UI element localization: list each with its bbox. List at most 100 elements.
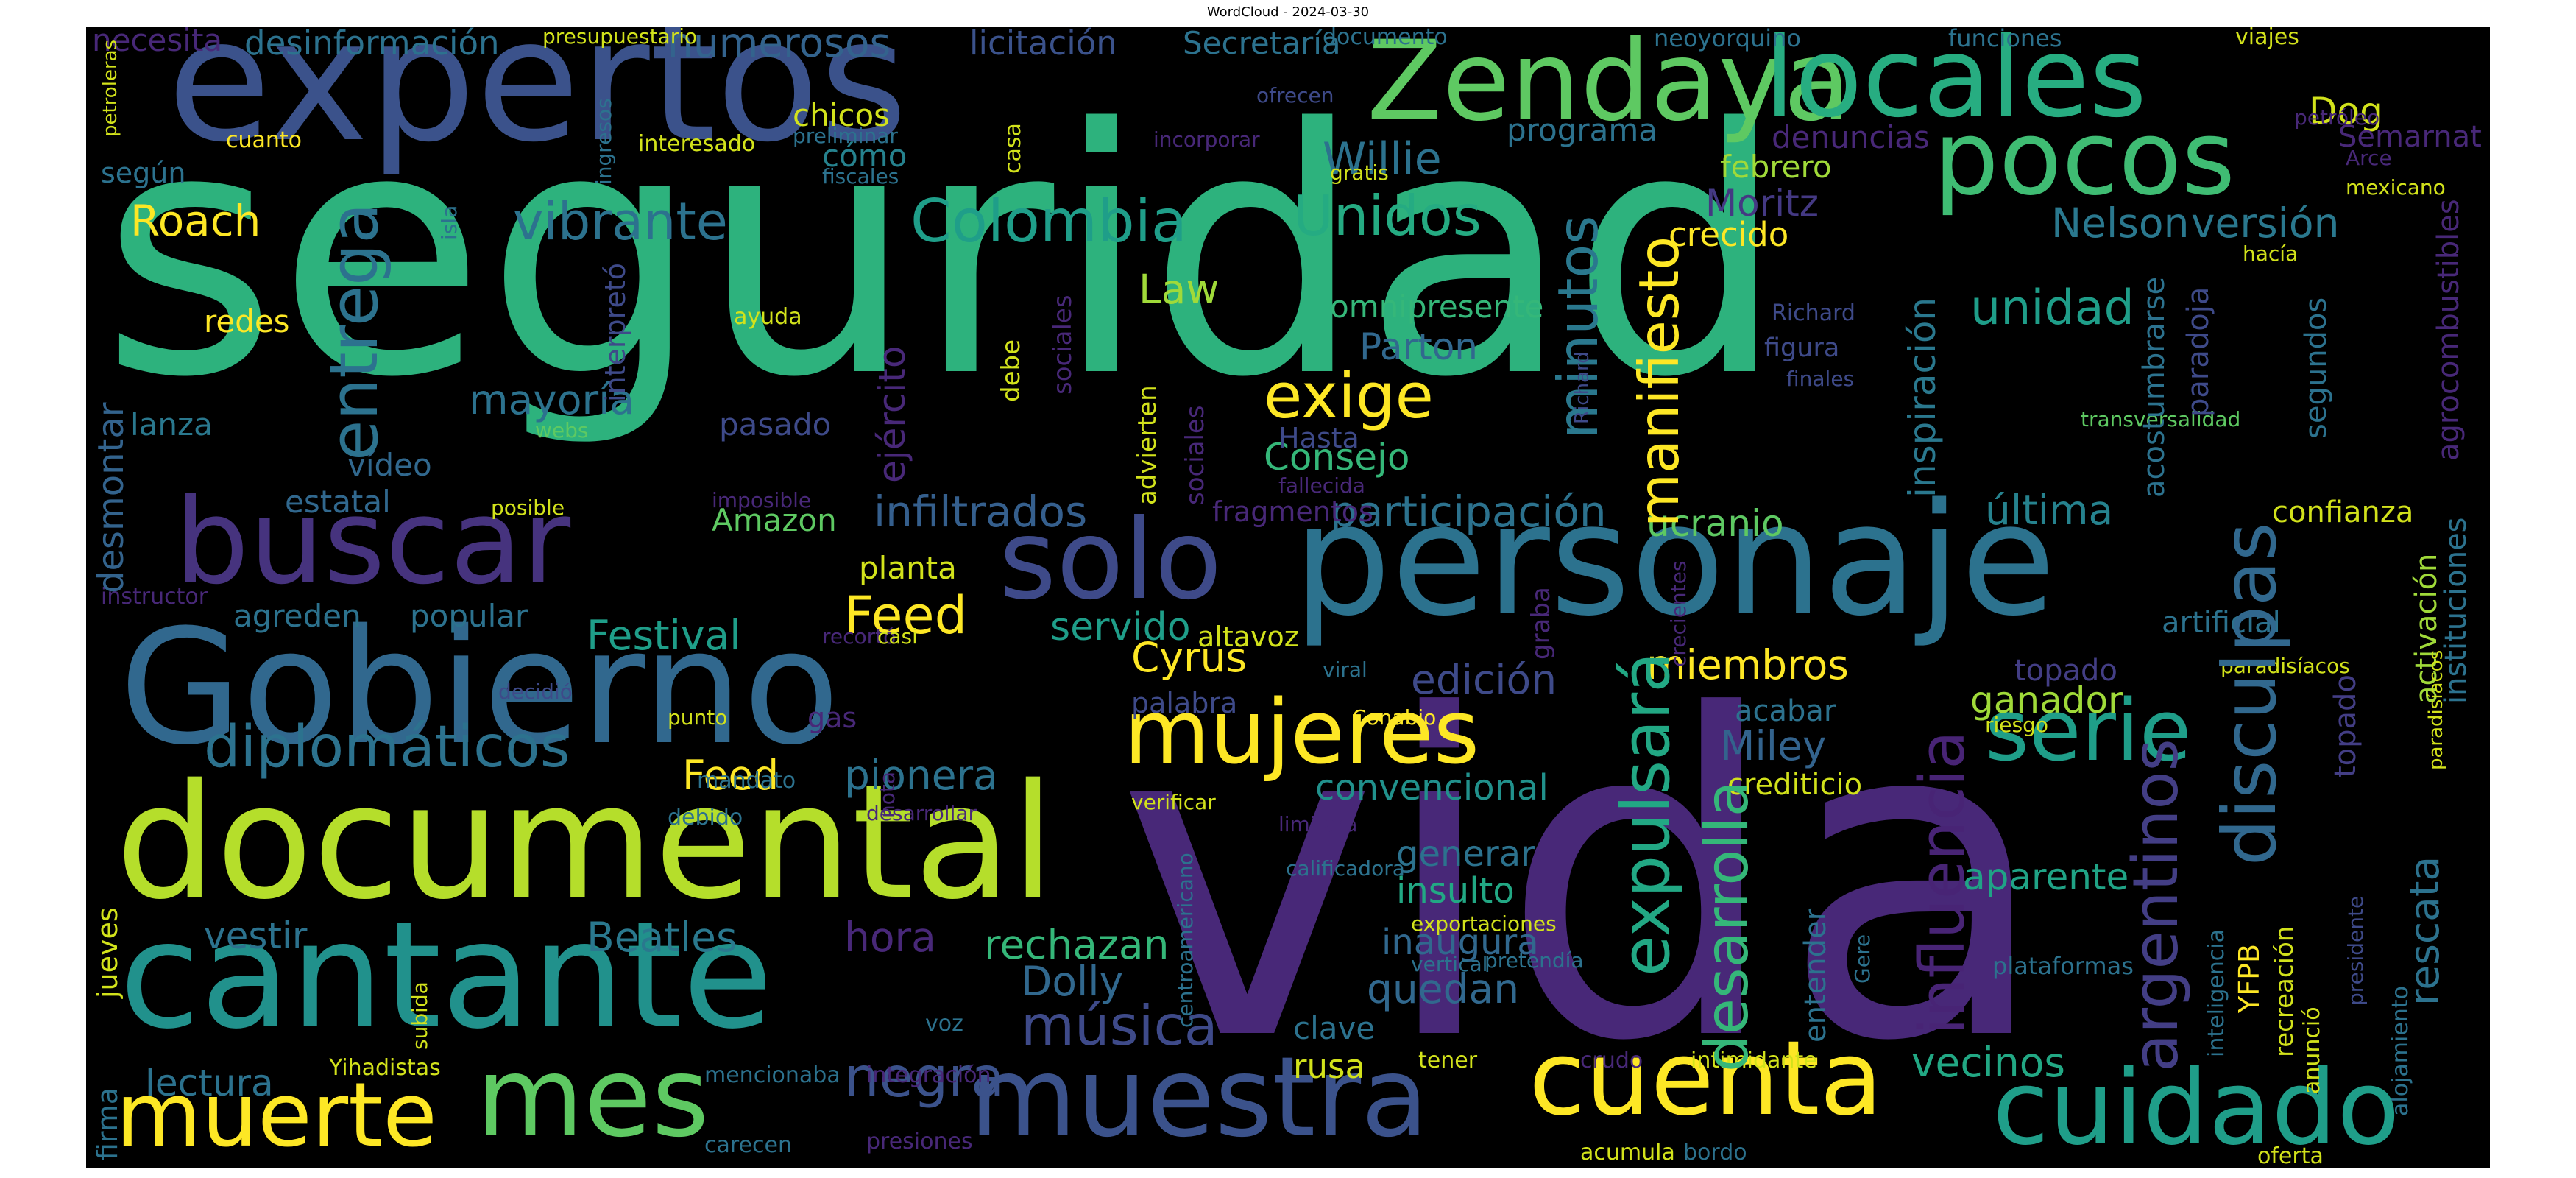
- word-mayoria: mayoría: [469, 376, 635, 423]
- word-muerte: muerte: [116, 1065, 437, 1167]
- word-centroamericano: subida: [408, 981, 432, 1050]
- word-generar: generar: [1396, 833, 1535, 875]
- word-recorto: imposible: [712, 488, 812, 512]
- word-interpreto: gratis: [1330, 161, 1389, 185]
- word-entrega: entrega: [316, 202, 393, 461]
- word-crediticio: exportaciones: [1411, 911, 1557, 936]
- word-seguridad: seguridad: [101, 57, 1786, 451]
- word-parton: Parton: [1359, 325, 1478, 368]
- word-vida: vida: [1117, 623, 2052, 1138]
- word-posible: interpretó: [599, 263, 631, 402]
- word-ultima: última: [1985, 487, 2114, 534]
- word-intimidante: mencionaba: [704, 1062, 841, 1088]
- word-planta: planta: [859, 550, 957, 586]
- word-confianza: confianza: [2272, 495, 2414, 529]
- word-yihadistas: Gere: [1850, 934, 1875, 984]
- word-marines: oferta: [2257, 1143, 2324, 1168]
- word-instructor: posible: [491, 495, 565, 520]
- word-decidio: Richard: [1772, 300, 1855, 326]
- word-numerosos: numerosos: [668, 27, 891, 66]
- word-recreacion: YFPB: [2233, 943, 2265, 1013]
- word-willie: Willie: [1323, 133, 1442, 185]
- word-secretaria: neoyorquino: [1654, 27, 1801, 52]
- word-plataformas: paradisíacos: [2425, 649, 2447, 770]
- word-cuidado: cuidado: [1992, 1048, 2400, 1168]
- word-cautela: presiones: [866, 1129, 973, 1154]
- word-feed: Feed: [844, 585, 968, 646]
- word-artificial: topado: [2014, 654, 2117, 688]
- word-ejercito: ejército: [871, 345, 913, 483]
- word-infiltrados: infiltrados: [874, 487, 1088, 537]
- word-debe: recortó: [822, 624, 896, 649]
- word-exportaciones: desarrollar: [866, 801, 977, 825]
- word-anuncio: inteligencia: [2204, 929, 2229, 1057]
- word-servido: servido: [1050, 605, 1191, 649]
- word-crecido: crecido: [1669, 215, 1789, 254]
- word-gratis: ofrecen: [1256, 83, 1334, 107]
- word-funciones: hacía: [2243, 241, 2299, 266]
- word-unidad: unidad: [1970, 281, 2134, 336]
- word-amazon: Amazon: [712, 502, 837, 538]
- word-viral: fragmentos: [1212, 495, 1373, 528]
- word-gobierno: Gobierno: [119, 595, 841, 780]
- word-cyrus: Cyrus: [1131, 634, 1248, 681]
- word-riesgo: paradisíacos: [2221, 654, 2350, 678]
- word-disculpas: disculpas: [2207, 522, 2293, 866]
- word-estatal: estatal: [285, 484, 391, 520]
- word-incorporar: casa: [1000, 123, 1026, 174]
- word-mes: mes: [476, 1034, 710, 1162]
- word-viajes: mexicano: [2346, 175, 2446, 200]
- word-pocos: pocos: [1933, 99, 2236, 219]
- word-festival: Festival: [587, 612, 741, 659]
- word-unidos: Unidos: [1293, 183, 1482, 248]
- word-serie: serie: [1985, 682, 2192, 780]
- word-alojamiento: presidente: [2343, 895, 2368, 1006]
- word-hacia: Arce: [2346, 146, 2392, 170]
- word-pasado: pasado: [719, 406, 832, 442]
- word-necesita: Secretaría: [1183, 27, 1341, 61]
- word-ingresos: cuanto: [226, 127, 302, 153]
- word-petroleo: acabar: [1735, 694, 1836, 728]
- word-presiones: tener: [1418, 1048, 1478, 1073]
- word-dolly: Dolly: [1021, 958, 1124, 1005]
- word-paradoja: paradoja: [2182, 286, 2215, 417]
- word-video: vídeo: [347, 447, 432, 483]
- word-mandato: transversalidad: [2081, 407, 2241, 431]
- word-mujeres: mujeres: [1124, 682, 1480, 784]
- word-desmontar: desmontar: [91, 402, 132, 593]
- word-licitacion: licitación: [969, 27, 1117, 63]
- word-febrero: febrero: [1720, 149, 1832, 185]
- word-aparente: aparente: [1963, 856, 2129, 898]
- word-mexicano: petróleo: [2294, 105, 2380, 130]
- word-inaugura: inaugura: [1381, 922, 1539, 963]
- word-diplomaticos: diplomáticos: [204, 714, 570, 780]
- word-hora: hora: [844, 914, 936, 961]
- word-ofrecen: fiscales: [822, 164, 899, 188]
- word-zendaya: Zendaya: [1367, 27, 1851, 146]
- word-casa: preliminar: [793, 124, 898, 148]
- word-proliferan: bordo: [1683, 1140, 1747, 1165]
- word-mencionaba: firma: [91, 1087, 124, 1160]
- word-colombia: Colombia: [910, 187, 1187, 255]
- word-sociales: debe: [997, 339, 1026, 402]
- word-advierten: casi: [877, 624, 918, 649]
- word-interesado: ingresos: [592, 98, 616, 185]
- word-entender: entender: [1799, 908, 1833, 1043]
- word-presupuestario: documento: [1323, 27, 1448, 50]
- word-miley: Miley: [1720, 722, 1827, 769]
- word-desinformacion: desinformación: [244, 27, 500, 63]
- word-conabio: fallecida: [1278, 473, 1365, 498]
- word-insulto: insulto: [1396, 870, 1515, 911]
- word-acumula: crudo: [1580, 1048, 1643, 1073]
- word-expertos: expertos: [167, 27, 908, 180]
- word-intenta: pionera: [844, 752, 998, 799]
- word-cloud-canvas: seguridad vida expertos documental canta…: [86, 27, 2490, 1168]
- figure-title: WordCloud - 2024-03-30: [1206, 4, 1370, 20]
- word-webs: ayuda: [734, 304, 802, 330]
- word-inspiracion: inspiración: [1901, 297, 1944, 498]
- word-quedan: quedan: [1367, 965, 1520, 1012]
- word-desarrolla: desarrolla: [1693, 780, 1761, 1072]
- word-carecen: integración: [866, 1062, 991, 1088]
- word-muestra: muestra: [969, 1034, 1429, 1162]
- word-preliminar: isla: [437, 205, 461, 240]
